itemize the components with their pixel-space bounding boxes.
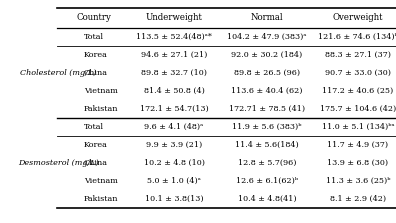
Text: 172.1 ± 54.7(13): 172.1 ± 54.7(13) [140,105,208,113]
Text: 81.4 ± 50.8 (4): 81.4 ± 50.8 (4) [144,87,204,95]
Text: 121.6 ± 74.6 (134)ᵇ: 121.6 ± 74.6 (134)ᵇ [318,33,396,41]
Text: 13.9 ± 6.8 (30): 13.9 ± 6.8 (30) [327,159,388,167]
Text: 12.8 ± 5.7(96): 12.8 ± 5.7(96) [238,159,296,167]
Text: 9.6 ± 4.1 (48)ᵃ: 9.6 ± 4.1 (48)ᵃ [145,123,204,131]
Text: Vietnam: Vietnam [84,177,118,185]
Text: 104.2 ± 47.9 (383)ᵃ: 104.2 ± 47.9 (383)ᵃ [227,33,307,41]
Text: 88.3 ± 27.1 (37): 88.3 ± 27.1 (37) [325,51,391,59]
Text: 113.5 ± 52.4(48)ᵃ*: 113.5 ± 52.4(48)ᵃ* [136,33,212,41]
Text: 11.4 ± 5.6(184): 11.4 ± 5.6(184) [235,141,299,149]
Text: 9.9 ± 3.9 (21): 9.9 ± 3.9 (21) [146,141,202,149]
Text: 90.7 ± 33.0 (30): 90.7 ± 33.0 (30) [325,69,391,77]
Text: Total: Total [84,33,104,41]
Text: China: China [84,69,108,77]
Text: 94.6 ± 27.1 (21): 94.6 ± 27.1 (21) [141,51,207,59]
Text: Cholesterol (mg/L): Cholesterol (mg/L) [20,69,96,77]
Text: Normal: Normal [251,13,283,22]
Text: Korea: Korea [84,141,108,149]
Text: 89.8 ± 32.7 (10): 89.8 ± 32.7 (10) [141,69,207,77]
Text: 12.6 ± 6.1(62)ᵇ: 12.6 ± 6.1(62)ᵇ [236,177,298,185]
Text: Vietnam: Vietnam [84,87,118,95]
Text: Total: Total [84,123,104,131]
Text: Overweight: Overweight [333,13,383,22]
Text: 11.9 ± 5.6 (383)ᵇ: 11.9 ± 5.6 (383)ᵇ [232,123,302,131]
Text: Country: Country [76,13,111,22]
Text: 10.1 ± 3.8(13): 10.1 ± 3.8(13) [145,195,203,203]
Text: Korea: Korea [84,51,108,59]
Text: 89.8 ± 26.5 (96): 89.8 ± 26.5 (96) [234,69,300,77]
Text: 8.1 ± 2.9 (42): 8.1 ± 2.9 (42) [330,195,386,203]
Text: 10.4 ± 4.8(41): 10.4 ± 4.8(41) [238,195,296,203]
Text: 175.7 ± 104.6 (42): 175.7 ± 104.6 (42) [320,105,396,113]
Text: Pakistan: Pakistan [84,195,118,203]
Text: China: China [84,159,108,167]
Text: 92.0 ± 30.2 (184): 92.0 ± 30.2 (184) [231,51,303,59]
Text: 11.7 ± 4.9 (37): 11.7 ± 4.9 (37) [327,141,388,149]
Text: 113.6 ± 40.4 (62): 113.6 ± 40.4 (62) [231,87,303,95]
Text: 11.3 ± 3.6 (25)ᵇ: 11.3 ± 3.6 (25)ᵇ [326,177,390,185]
Text: 5.0 ± 1.0 (4)ᵃ: 5.0 ± 1.0 (4)ᵃ [147,177,201,185]
Text: 11.0 ± 5.1 (134)ᵇᵃ: 11.0 ± 5.1 (134)ᵇᵃ [322,123,394,131]
Text: 172.71 ± 78.5 (41): 172.71 ± 78.5 (41) [229,105,305,113]
Text: Desmosterol (mg/L): Desmosterol (mg/L) [18,159,98,167]
Text: Pakistan: Pakistan [84,105,118,113]
Text: 10.2 ± 4.8 (10): 10.2 ± 4.8 (10) [143,159,204,167]
Text: 117.2 ± 40.6 (25): 117.2 ± 40.6 (25) [322,87,394,95]
Text: Underweight: Underweight [146,13,202,22]
